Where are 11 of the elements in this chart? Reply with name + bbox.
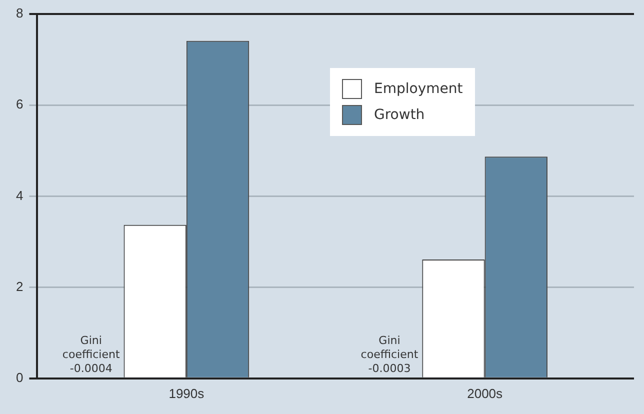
x-tick-label: 1990s <box>168 386 205 401</box>
y-tick-label: 6 <box>16 96 24 112</box>
legend-label: Employment <box>374 81 463 97</box>
annotation: Gini coefficient -0.0003 <box>360 334 419 375</box>
legend-label: Growth <box>374 107 425 123</box>
y-tick-label: 8 <box>16 6 24 21</box>
y-tick-label: 0 <box>16 370 24 385</box>
annotation: Gini coefficient -0.0004 <box>62 334 120 375</box>
y-tick-label: 4 <box>16 188 24 203</box>
x-tick-label: 2000s <box>467 386 504 401</box>
y-tick-label: 2 <box>16 278 24 294</box>
